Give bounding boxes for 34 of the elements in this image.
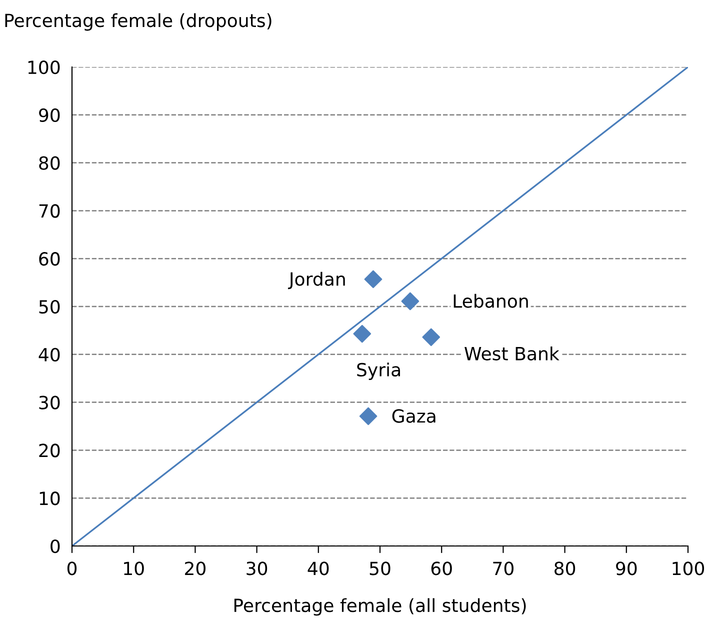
x-tick-label: 30 bbox=[246, 562, 268, 576]
y-tick-label: 50 bbox=[39, 300, 60, 314]
y-tick-label: 100 bbox=[28, 60, 60, 74]
series-label: Jordan bbox=[288, 272, 345, 290]
y-tick-label: 10 bbox=[40, 492, 60, 506]
x-tick-label: 10 bbox=[124, 562, 144, 576]
x-tick-label: 60 bbox=[431, 562, 452, 576]
x-tick-label: 0 bbox=[67, 562, 77, 576]
x-tick-label: 40 bbox=[308, 562, 329, 576]
x-tick-label: 70 bbox=[493, 562, 514, 576]
x-tick-label: 80 bbox=[554, 562, 576, 576]
point bbox=[422, 328, 440, 346]
y-axis-title: Percentage female (dropouts) bbox=[5, 13, 272, 31]
point bbox=[364, 270, 382, 288]
series-label: Lebanon bbox=[454, 294, 528, 308]
y-tick-label: 20 bbox=[39, 444, 60, 458]
x-tick-label: 20 bbox=[185, 562, 206, 576]
point bbox=[401, 292, 420, 310]
x-axis-title: Percentage female (all students) bbox=[234, 598, 526, 616]
y-tick-label: 40 bbox=[38, 348, 60, 362]
x-tick-label: 100 bbox=[672, 562, 704, 576]
point bbox=[359, 407, 378, 426]
series-label: Gaza bbox=[392, 409, 436, 423]
point bbox=[353, 324, 372, 343]
x-tick-label: 50 bbox=[370, 562, 390, 576]
series-label: Syria bbox=[357, 362, 400, 380]
y-tick-label: 0 bbox=[50, 539, 60, 554]
y-tick-label: 60 bbox=[39, 252, 60, 266]
y-tick-label: 80 bbox=[39, 156, 60, 170]
y-tick-label: 70 bbox=[39, 204, 60, 218]
series-label: West Bank bbox=[464, 346, 560, 360]
y-tick-label: 30 bbox=[39, 396, 60, 410]
y-tick-label: 90 bbox=[39, 108, 60, 122]
x-tick-label: 90 bbox=[616, 562, 637, 576]
